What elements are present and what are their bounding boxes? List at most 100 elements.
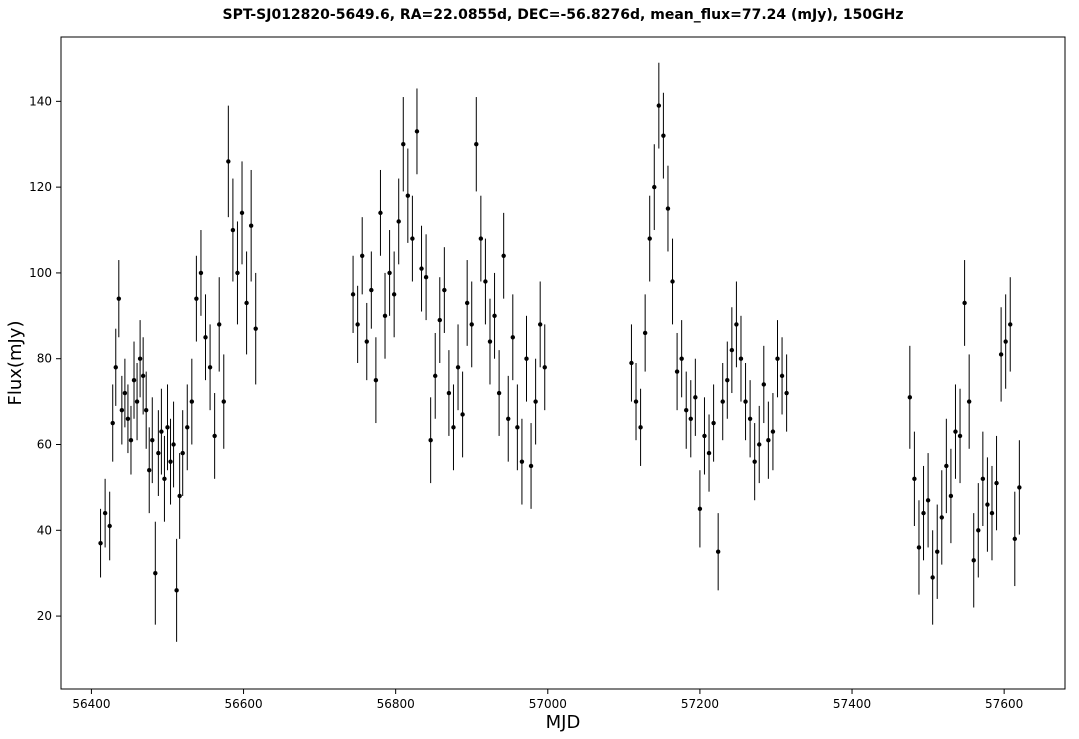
y-tick-label-4: 100 (29, 266, 52, 280)
data-point (1008, 322, 1013, 327)
data-point (391, 292, 397, 297)
y-tick-label-1: 40 (37, 523, 52, 537)
data-point (401, 142, 406, 147)
data-point (738, 356, 744, 361)
data-point (122, 390, 128, 396)
y-axis-label: Flux(mJy) (5, 321, 26, 406)
data-point (953, 429, 958, 434)
data-point (1003, 339, 1008, 344)
data-point (729, 347, 735, 353)
x-tick-label-4: 57200 (681, 697, 719, 711)
data-point (198, 270, 204, 276)
data-point (966, 399, 972, 404)
data-point (131, 377, 137, 383)
data-point (688, 416, 693, 421)
data-point (674, 369, 680, 374)
data-point (107, 523, 112, 529)
data-point (761, 382, 766, 387)
data-point (935, 549, 940, 554)
data-point (373, 377, 379, 383)
data-point (185, 425, 190, 430)
data-point (519, 459, 525, 464)
data-point (679, 356, 684, 361)
data-point (239, 210, 245, 216)
data-point (506, 416, 511, 421)
data-point (474, 142, 479, 147)
data-point (360, 253, 365, 258)
data-point (711, 420, 716, 426)
y-tick-label-0: 20 (37, 609, 52, 623)
data-point (180, 450, 185, 456)
x-tick-label-1: 56600 (224, 697, 262, 711)
data-point (177, 493, 182, 499)
y-axis: 20 40 60 80 100 120 140 (29, 94, 61, 623)
data-point (916, 545, 922, 550)
data-point (194, 296, 199, 301)
data-point (752, 459, 757, 464)
data-point (153, 570, 158, 576)
data-point (410, 236, 415, 241)
data-point (469, 322, 474, 327)
data-point (455, 365, 461, 370)
data-point (720, 399, 725, 404)
data-point (414, 129, 420, 134)
data-point (162, 476, 167, 482)
data-point (156, 450, 161, 456)
data-point (501, 253, 506, 258)
x-tick-label-5: 57400 (833, 697, 871, 711)
data-point (355, 322, 360, 327)
data-point (221, 399, 226, 404)
x-tick-label-0: 56400 (72, 697, 110, 711)
data-point (446, 390, 452, 396)
data-point (642, 330, 648, 336)
data-point (212, 433, 217, 439)
data-point (747, 416, 753, 421)
y-tick-label-5: 120 (29, 180, 52, 194)
data-point (496, 390, 502, 396)
chart-title: SPT-SJ012820-5649.6, RA=22.0855d, DEC=-5… (223, 7, 904, 23)
data-point (725, 377, 730, 383)
plot-area-frame (60, 36, 1066, 690)
data-point (451, 425, 456, 430)
data-point (989, 510, 995, 516)
data-point (684, 407, 689, 413)
data-point (971, 558, 976, 563)
data-point (168, 459, 173, 464)
x-tick-label-2: 56800 (377, 697, 415, 711)
data-point (515, 425, 520, 430)
data-point (244, 300, 249, 306)
data-point (478, 236, 484, 241)
data-point (364, 339, 369, 344)
data-point (976, 528, 981, 533)
data-point (102, 510, 108, 516)
data-point (656, 103, 662, 108)
data-point (706, 450, 712, 456)
data-point (524, 356, 529, 361)
data-point (912, 476, 917, 482)
data-point (921, 510, 926, 516)
data-point (165, 425, 170, 430)
data-point (775, 356, 780, 361)
data-point (110, 420, 115, 426)
data-point (757, 442, 762, 447)
data-point (743, 399, 748, 404)
data-point (113, 365, 118, 370)
data-point (433, 373, 438, 379)
y-tick-label-6: 140 (29, 94, 52, 108)
data-point (665, 206, 671, 211)
data-point (230, 227, 236, 233)
data-point (944, 463, 949, 469)
data-point (460, 412, 465, 417)
data-point (670, 279, 675, 284)
y-tick-label-3: 80 (37, 352, 52, 366)
data-point (253, 326, 258, 331)
data-point (159, 429, 164, 434)
data-point (907, 395, 913, 400)
data-point (998, 352, 1004, 357)
data-point (207, 365, 213, 370)
data-point (174, 588, 179, 593)
data-point (962, 300, 967, 306)
x-axis: 56400 56600 56800 57000 57200 57400 57600 (72, 689, 1023, 711)
data-point (483, 279, 488, 284)
data-point (939, 515, 944, 520)
